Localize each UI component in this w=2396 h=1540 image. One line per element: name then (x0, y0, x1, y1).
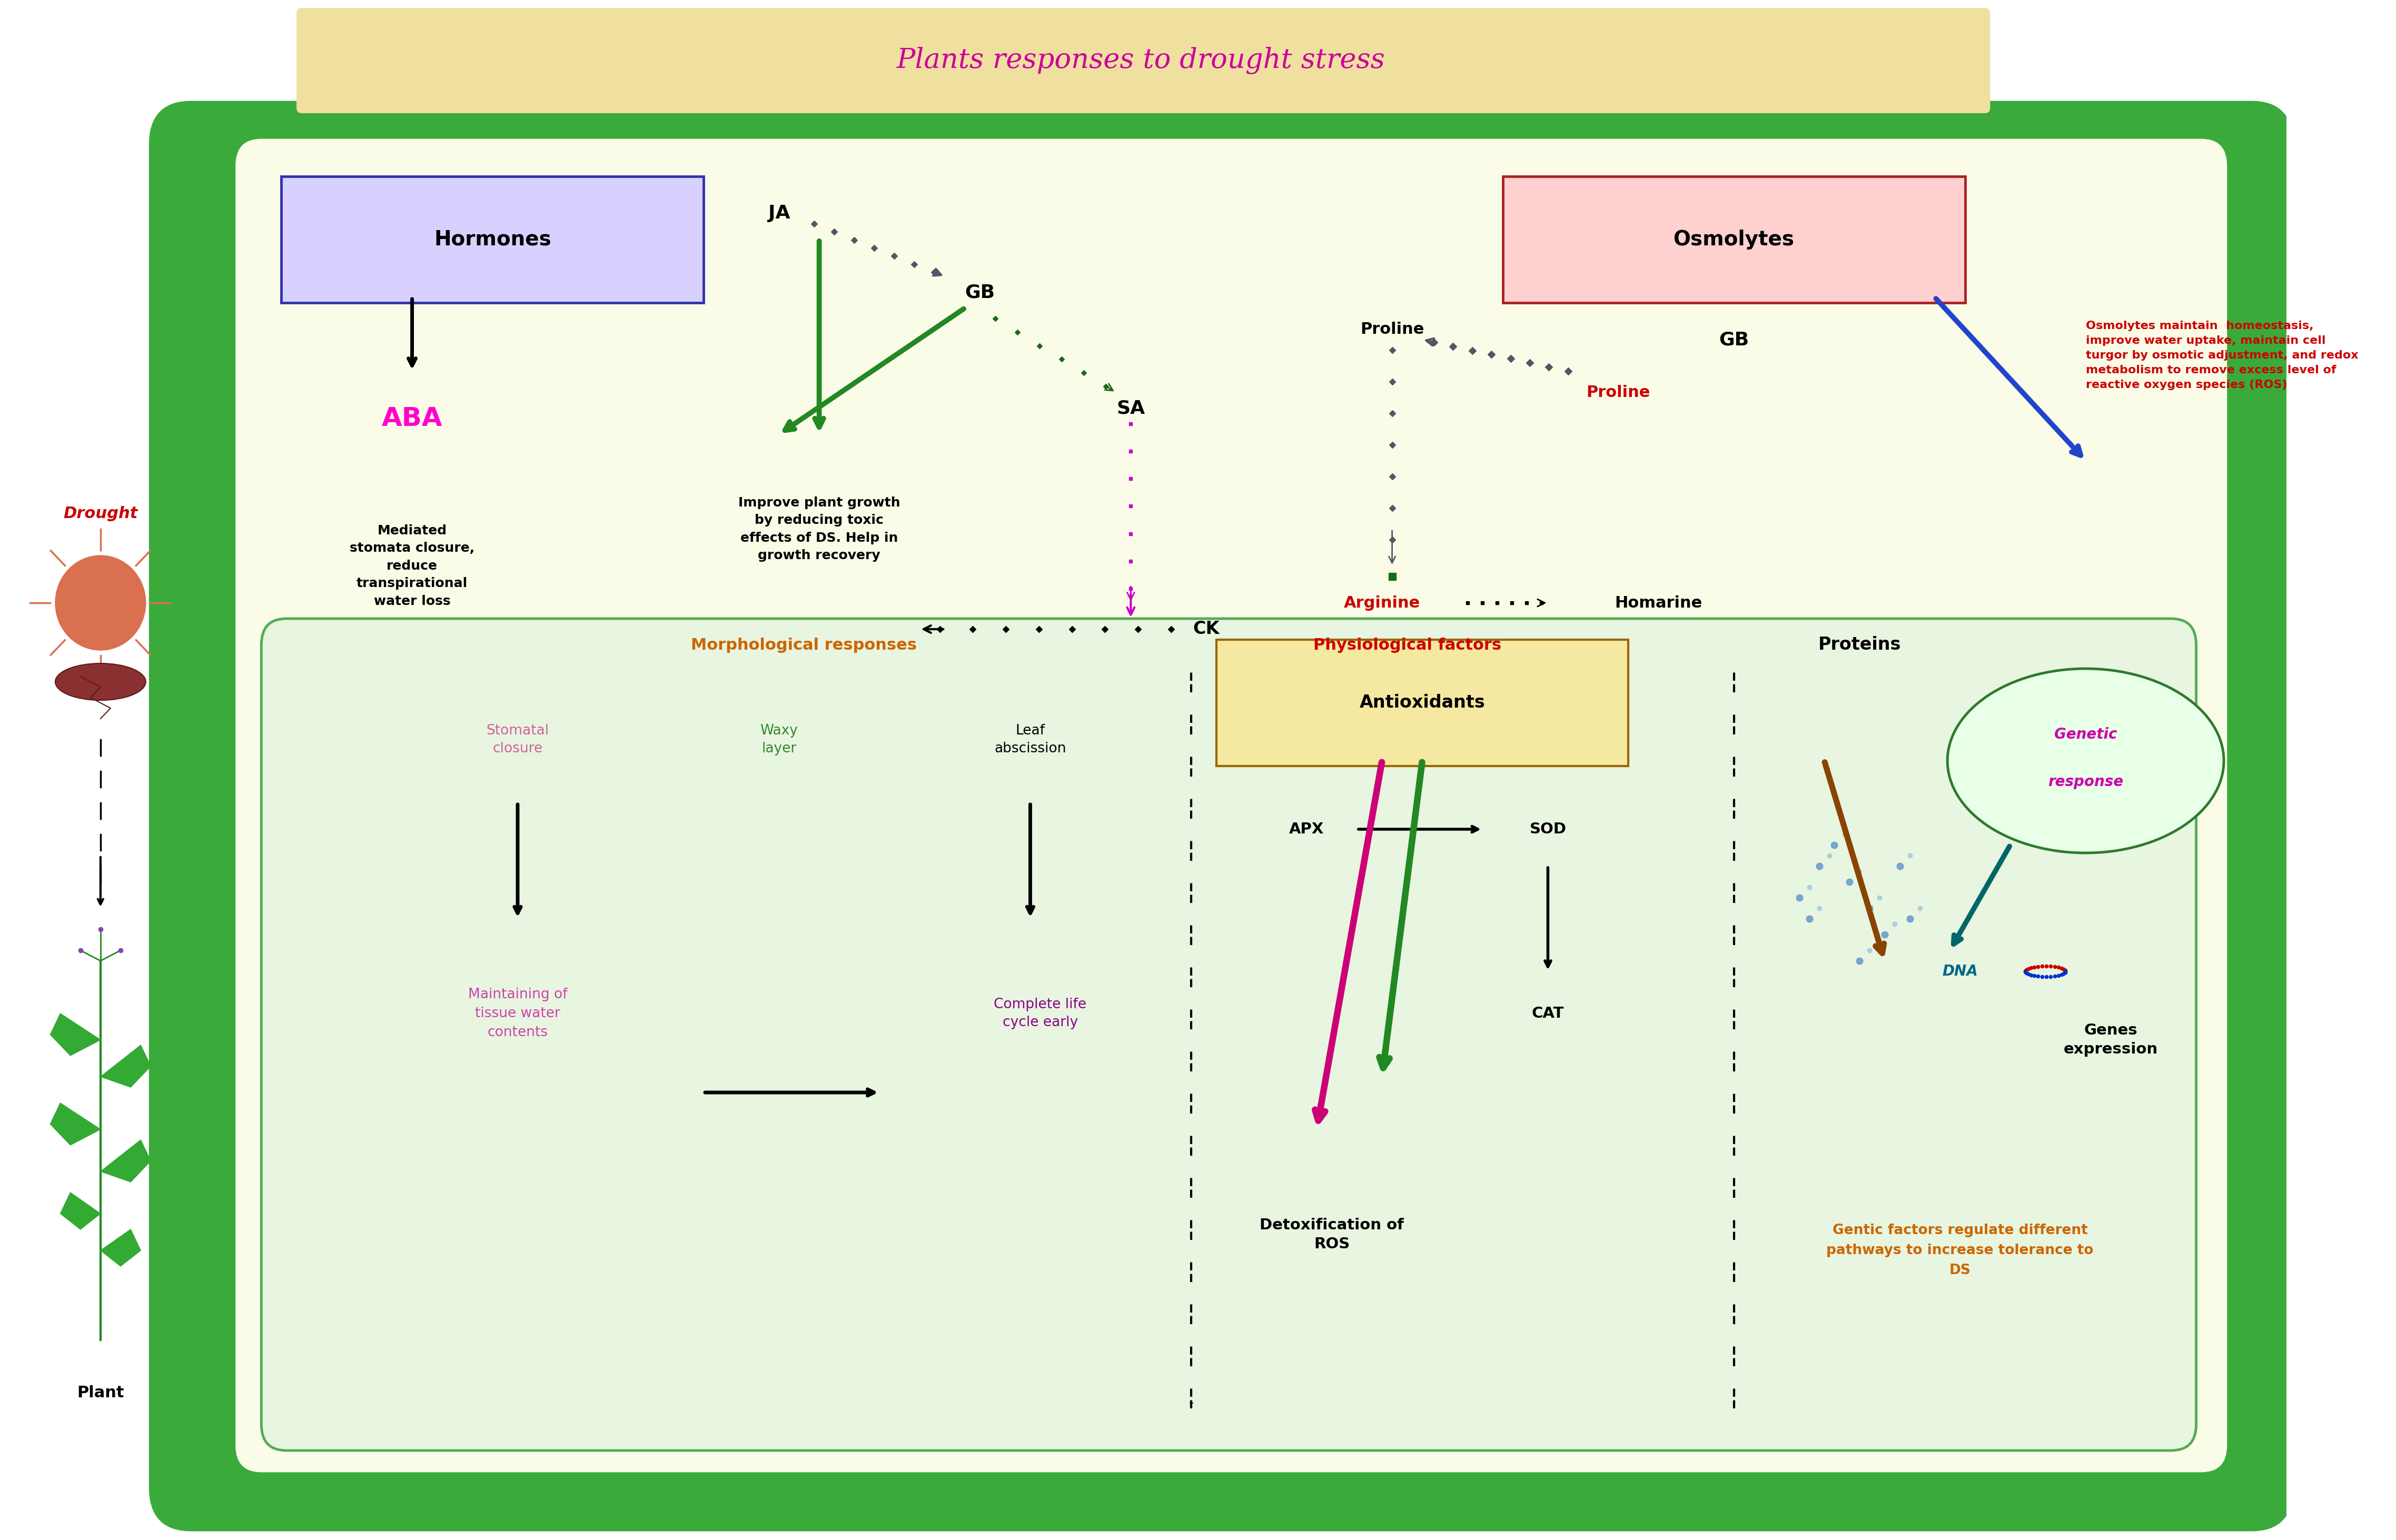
Text: Plants responses to drought stress: Plants responses to drought stress (896, 46, 1385, 74)
Text: Hormones: Hormones (434, 229, 551, 249)
Text: Homarine: Homarine (1615, 594, 1701, 610)
Polygon shape (60, 1192, 101, 1229)
Polygon shape (101, 1046, 151, 1087)
Text: Antioxidants: Antioxidants (1359, 695, 1486, 711)
Text: GB: GB (1718, 331, 1749, 348)
Text: Plant: Plant (77, 1384, 125, 1400)
Ellipse shape (55, 664, 146, 701)
Text: Stomatal
closure: Stomatal closure (486, 724, 549, 756)
Text: SOD: SOD (1529, 822, 1567, 836)
FancyBboxPatch shape (237, 140, 2226, 1472)
Text: Waxy
layer: Waxy layer (760, 724, 798, 756)
Text: ABA: ABA (381, 407, 443, 431)
Polygon shape (50, 1103, 101, 1146)
Text: JA: JA (769, 205, 791, 222)
Text: Mediated
stomata closure,
reduce
transpirational
water loss: Mediated stomata closure, reduce transpi… (350, 525, 474, 608)
FancyBboxPatch shape (1502, 177, 1965, 303)
FancyBboxPatch shape (151, 103, 2291, 1529)
Text: Improve plant growth
by reducing toxic
effects of DS. Help in
growth recovery: Improve plant growth by reducing toxic e… (738, 496, 901, 562)
Text: CAT: CAT (1531, 1006, 1565, 1021)
Text: Morphological responses: Morphological responses (690, 638, 918, 653)
Text: Genes
expression: Genes expression (2063, 1023, 2159, 1056)
Text: Leaf
abscission: Leaf abscission (994, 724, 1066, 756)
Text: Drought: Drought (62, 505, 137, 521)
Ellipse shape (1948, 668, 2223, 853)
FancyBboxPatch shape (280, 177, 704, 303)
Text: SA: SA (1117, 399, 1145, 417)
Text: response: response (2049, 775, 2123, 788)
Text: Osmolytes: Osmolytes (1672, 229, 1795, 249)
Text: Genetic: Genetic (2053, 727, 2118, 742)
Text: Gentic factors regulate different
pathways to increase tolerance to
DS: Gentic factors regulate different pathwa… (1826, 1224, 2094, 1277)
Polygon shape (50, 1013, 101, 1055)
Text: DNA: DNA (1943, 964, 1977, 979)
Text: Proteins: Proteins (1819, 636, 1900, 653)
Text: Maintaining of
tissue water
contents: Maintaining of tissue water contents (467, 987, 568, 1040)
Text: Detoxification of
ROS: Detoxification of ROS (1260, 1218, 1404, 1252)
Text: -: - (1188, 1397, 1193, 1409)
Text: Proline: Proline (1361, 322, 1423, 337)
Text: APX: APX (1289, 822, 1325, 836)
Circle shape (55, 556, 146, 650)
Text: GB: GB (966, 283, 994, 302)
FancyBboxPatch shape (1217, 639, 1629, 765)
Polygon shape (101, 1140, 151, 1183)
FancyBboxPatch shape (261, 619, 2197, 1451)
Text: Arginine: Arginine (1344, 594, 1421, 610)
FancyBboxPatch shape (297, 8, 1991, 114)
Text: Complete life
cycle early: Complete life cycle early (994, 998, 1088, 1029)
Text: Osmolytes maintain  homeostasis,
improve water uptake, maintain cell
turgor by o: Osmolytes maintain homeostasis, improve … (2085, 320, 2358, 390)
Text: CK: CK (1193, 621, 1220, 638)
Text: Proline: Proline (1586, 385, 1651, 400)
Text: Physiological factors: Physiological factors (1313, 638, 1502, 653)
Polygon shape (101, 1229, 141, 1266)
